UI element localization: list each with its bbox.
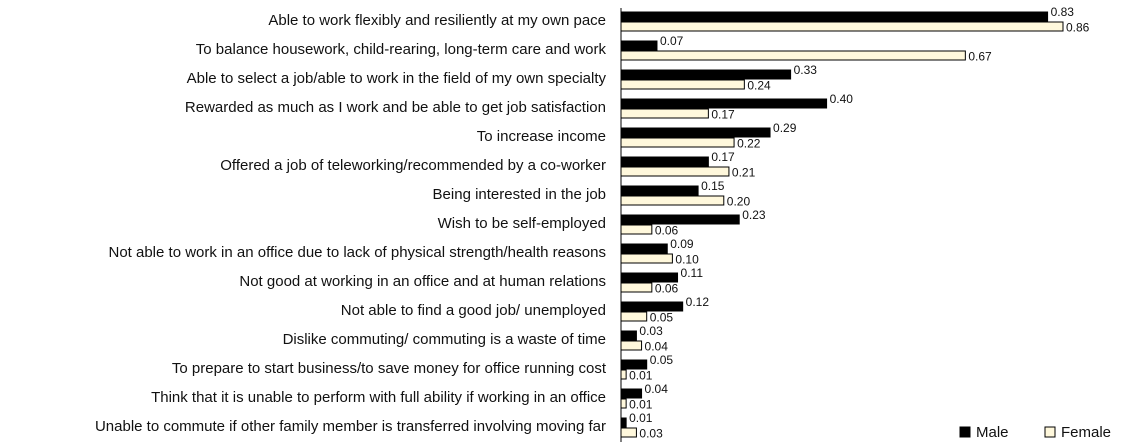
bar	[620, 311, 648, 322]
category-label: Being interested in the job	[433, 186, 606, 203]
bar	[620, 185, 699, 196]
bar	[620, 108, 709, 119]
value-label: 0.83	[1051, 5, 1075, 19]
bar	[620, 417, 627, 428]
bar	[620, 340, 643, 351]
value-label: 0.20	[727, 195, 751, 209]
value-label: 0.12	[686, 295, 710, 309]
value-label: 0.33	[794, 63, 818, 77]
bar	[620, 253, 673, 264]
value-label: 0.05	[650, 311, 674, 325]
value-label: 0.06	[655, 224, 679, 238]
value-label: 0.17	[711, 108, 735, 122]
bar	[620, 137, 735, 148]
bar	[620, 301, 684, 312]
category-label: Not able to find a good job/ unemployed	[341, 302, 606, 319]
category-label: To prepare to start business/to save mon…	[172, 360, 607, 377]
value-label: 0.04	[645, 382, 669, 396]
value-label: 0.06	[655, 282, 679, 296]
value-label: 0.22	[737, 137, 761, 151]
bar	[620, 195, 725, 206]
bar	[620, 166, 730, 177]
legend-marker	[959, 426, 971, 438]
bar	[620, 50, 966, 61]
category-label: Rewarded as much as I work and be able t…	[185, 99, 606, 116]
bar	[620, 40, 658, 51]
value-label: 0.03	[639, 427, 663, 441]
category-label: Unable to commute if other family member…	[95, 418, 606, 435]
value-label: 0.86	[1066, 21, 1090, 35]
category-label: Not good at working in an office and at …	[239, 273, 606, 290]
bar	[620, 11, 1049, 22]
legend-label: Female	[1061, 424, 1111, 441]
value-label: 0.01	[629, 398, 653, 412]
category-label: To increase income	[477, 128, 606, 145]
bar	[620, 398, 627, 409]
category-label: Not able to work in an office due to lac…	[108, 244, 606, 261]
value-label: 0.01	[629, 411, 653, 425]
category-label: To balance housework, child-rearing, lon…	[196, 41, 607, 58]
legend-label: Male	[976, 424, 1009, 441]
value-label: 0.17	[711, 150, 735, 164]
value-label: 0.09	[670, 237, 694, 251]
category-label: Able to work flexibly and resiliently at…	[268, 12, 606, 29]
category-label: Able to select a job/able to work in the…	[187, 70, 607, 87]
bar	[620, 272, 679, 283]
bar	[620, 98, 828, 109]
bar	[620, 427, 637, 438]
bar	[620, 282, 653, 293]
value-label: 0.23	[742, 208, 766, 222]
legend-marker	[1044, 426, 1056, 438]
bar	[620, 156, 709, 167]
value-label: 0.29	[773, 121, 797, 135]
value-label: 0.04	[645, 340, 669, 354]
bar	[620, 127, 771, 138]
category-label: Dislike commuting/ commuting is a waste …	[283, 331, 606, 348]
value-label: 0.15	[701, 179, 725, 193]
value-label: 0.05	[650, 353, 674, 367]
bar	[620, 369, 627, 380]
value-label: 0.67	[968, 50, 992, 64]
value-label: 0.03	[639, 324, 663, 338]
value-label: 0.11	[681, 266, 704, 280]
category-label: Offered a job of teleworking/recommended…	[220, 157, 606, 174]
bar	[620, 243, 668, 254]
bar	[620, 224, 653, 235]
bar	[620, 21, 1064, 32]
bar	[620, 359, 648, 370]
category-label: Wish to be self-employed	[438, 215, 606, 232]
value-label: 0.21	[732, 166, 756, 180]
bar	[620, 214, 740, 225]
value-label: 0.07	[660, 34, 684, 48]
bar	[620, 388, 643, 399]
value-label: 0.24	[747, 79, 771, 93]
bar	[620, 330, 637, 341]
bar	[620, 79, 745, 90]
value-label: 0.40	[830, 92, 854, 106]
value-label: 0.10	[675, 253, 699, 267]
category-label: Think that it is unable to perform with …	[151, 389, 606, 406]
value-label: 0.01	[629, 369, 653, 383]
bar	[620, 69, 792, 80]
